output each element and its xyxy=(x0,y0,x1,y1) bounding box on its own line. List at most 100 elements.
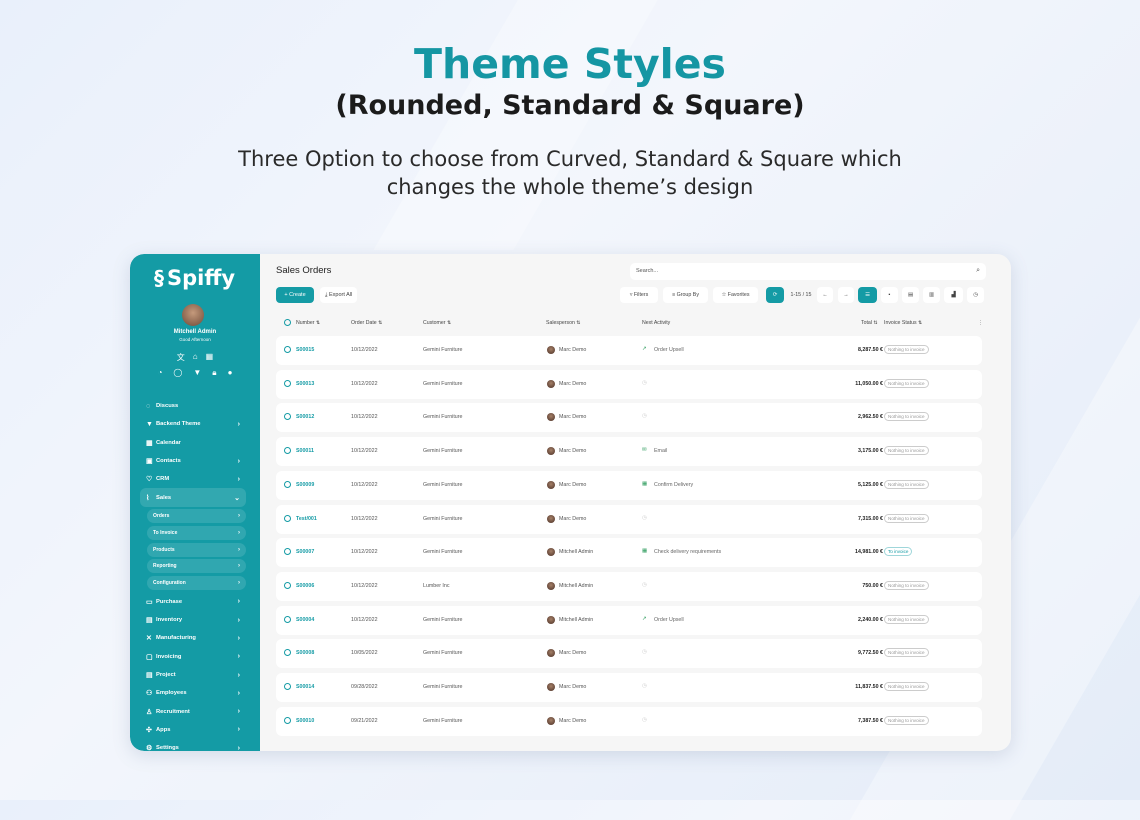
row-checkbox[interactable] xyxy=(284,716,291,724)
row-checkbox[interactable] xyxy=(284,581,291,589)
order-number[interactable]: S00013 xyxy=(296,380,315,387)
select-all-checkbox[interactable] xyxy=(284,319,291,326)
search-input[interactable]: Search... ⌕ xyxy=(630,263,986,280)
col-order-date[interactable]: Order Date ⇅ xyxy=(351,320,383,326)
sidebar-item-discuss[interactable]: ◌ Discuss xyxy=(140,397,246,415)
row-checkbox[interactable] xyxy=(284,548,291,556)
clock-icon[interactable]: ◷ xyxy=(642,683,647,689)
table-row[interactable]: S00015 10/12/2022 Gemini Furniture Marc … xyxy=(276,336,982,365)
table-row[interactable]: Test/001 10/12/2022 Gemini Furniture Mar… xyxy=(276,504,982,534)
row-checkbox[interactable] xyxy=(284,413,291,421)
brand-logo[interactable]: § Spiffy xyxy=(154,266,235,290)
list-view-button[interactable]: ☰ xyxy=(858,287,877,303)
sidebar-item-settings[interactable]: ⚙ Settings › xyxy=(140,739,246,751)
row-checkbox[interactable] xyxy=(284,683,291,690)
sidebar-item-project[interactable]: ▤ Project › xyxy=(140,666,246,684)
calendar-icon[interactable]: ▦ xyxy=(642,548,648,555)
row-checkbox[interactable] xyxy=(284,649,291,657)
calendar-view-button[interactable]: ▤ xyxy=(902,287,919,303)
trend-icon[interactable]: ↗ xyxy=(642,346,647,352)
sidebar-item-recruitment[interactable]: ♙ Recruitment › xyxy=(140,703,246,721)
sidebar-item-contacts[interactable]: ▣ Contacts › xyxy=(140,452,246,470)
table-row[interactable]: S00007 10/12/2022 Gemini Furniture Mitch… xyxy=(276,538,982,568)
pivot-view-button[interactable]: ▥ xyxy=(923,287,940,303)
table-row[interactable]: S00004 10/12/2022 Gemini Furniture Mitch… xyxy=(276,605,982,635)
sidebar-item-calendar[interactable]: ▦ Calendar xyxy=(140,434,246,452)
table-row[interactable]: S00013 10/12/2022 Gemini Furniture Marc … xyxy=(276,369,982,399)
sidebar-item-apps[interactable]: ✣ Apps › xyxy=(140,721,246,739)
table-row[interactable]: S00008 10/05/2022 Gemini Furniture Marc … xyxy=(276,639,982,669)
lock-icon[interactable]: 🔒︎ xyxy=(212,368,217,377)
activity-icon[interactable]: ◔ xyxy=(157,368,163,377)
language-icon[interactable]: 文 xyxy=(176,353,185,362)
row-checkbox[interactable] xyxy=(284,480,291,488)
avatar[interactable] xyxy=(182,304,204,326)
email-icon[interactable]: ✉ xyxy=(642,447,647,454)
col-salesperson[interactable]: Salesperson ⇅ xyxy=(546,320,581,326)
sidebar-item-purchase[interactable]: ▭ Purchase › xyxy=(140,593,246,611)
table-row[interactable]: S00011 10/12/2022 Gemini Furniture Marc … xyxy=(276,437,982,467)
search-icon[interactable]: ⌕ xyxy=(976,267,980,274)
graph-view-button[interactable]: ▟ xyxy=(944,287,963,303)
sidebar-item-inventory[interactable]: ▤ Inventory › xyxy=(140,611,246,629)
layout-icon[interactable]: ▦ xyxy=(205,352,214,361)
clock-icon[interactable]: ◷ xyxy=(642,649,647,656)
row-checkbox[interactable] xyxy=(284,346,291,353)
sidebar-item-invoicing[interactable]: ▢ Invoicing › xyxy=(140,648,246,666)
sidebar-item-manufacturing[interactable]: ✕ Manufacturing › xyxy=(140,629,246,647)
col-invoice-status[interactable]: Invoice Status ⇅ xyxy=(884,320,923,326)
messages-icon[interactable]: ◯ xyxy=(173,368,183,377)
row-checkbox[interactable] xyxy=(284,447,291,455)
trend-icon[interactable]: ↗ xyxy=(642,615,647,622)
calendar-icon[interactable]: ▦ xyxy=(642,480,648,487)
refresh-button[interactable]: ⟳ xyxy=(766,287,784,303)
col-total[interactable]: Total ⇅ xyxy=(861,320,878,326)
order-number[interactable]: S00009 xyxy=(296,481,315,488)
prev-page-button[interactable]: ← xyxy=(817,287,833,303)
col-customer[interactable]: Customer ⇅ xyxy=(423,320,452,326)
sidebar-item-backend-theme[interactable]: ▼ Backend Theme › xyxy=(140,415,246,433)
sidebar-item-crm[interactable]: ♡ CRM › xyxy=(140,470,246,488)
company-icon[interactable]: ⌂ xyxy=(192,352,198,361)
table-row[interactable]: S00012 10/12/2022 Gemini Furniture Marc … xyxy=(276,403,982,433)
order-number[interactable]: S00011 xyxy=(296,448,314,455)
favorites-button[interactable]: ☆ Favorites xyxy=(713,287,758,303)
table-row[interactable]: S00014 09/28/2022 Gemini Furniture Marc … xyxy=(276,673,982,702)
create-button[interactable]: + Create xyxy=(276,287,314,303)
sidebar-subitem[interactable]: To Invoice › xyxy=(147,525,246,540)
row-checkbox[interactable] xyxy=(284,615,291,623)
filters-button[interactable]: ▿ Filters xyxy=(620,287,658,303)
order-number[interactable]: S00014 xyxy=(296,684,315,690)
order-number[interactable]: S00015 xyxy=(296,347,315,353)
table-row[interactable]: S00010 09/21/2022 Gemini Furniture Marc … xyxy=(276,706,982,736)
sidebar-subitem[interactable]: Orders › xyxy=(147,509,246,524)
order-number[interactable]: Test/001 xyxy=(296,515,317,522)
clock-icon[interactable]: ◷ xyxy=(642,413,647,420)
kanban-view-button[interactable]: ▪ xyxy=(881,287,898,303)
order-number[interactable]: S00006 xyxy=(296,582,315,589)
order-number[interactable]: S00012 xyxy=(296,414,315,421)
clock-icon[interactable]: ◷ xyxy=(642,379,647,386)
sidebar-subitem[interactable]: Products › xyxy=(147,542,246,557)
row-checkbox[interactable] xyxy=(284,514,291,522)
sidebar-subitem[interactable]: Configuration › xyxy=(147,575,246,590)
sidebar-item-sales[interactable]: ⌇ Sales ⌄ xyxy=(140,488,246,507)
col-number[interactable]: Number ⇅ xyxy=(296,320,321,326)
sidebar-item-employees[interactable]: ⚇ Employees › xyxy=(140,684,246,702)
clock-icon[interactable]: ◷ xyxy=(642,514,647,521)
col-next-activity[interactable]: Next Activity xyxy=(642,320,671,326)
order-number[interactable]: S00007 xyxy=(296,549,315,556)
bulb-icon[interactable]: ● xyxy=(227,368,233,377)
order-number[interactable]: S00010 xyxy=(296,717,315,724)
row-checkbox[interactable] xyxy=(284,379,291,387)
column-options-icon[interactable]: ⋮ xyxy=(978,320,984,326)
order-number[interactable]: S00008 xyxy=(296,650,315,657)
clock-icon[interactable]: ◷ xyxy=(642,716,647,723)
order-number[interactable]: S00004 xyxy=(296,616,315,623)
next-page-button[interactable]: → xyxy=(838,287,854,303)
sidebar-subitem[interactable]: Reporting › xyxy=(147,559,246,574)
table-row[interactable]: S00006 10/12/2022 Lumber Inc Mitchell Ad… xyxy=(276,571,982,601)
activity-view-button[interactable]: ◷ xyxy=(967,287,984,303)
group-by-button[interactable]: ≡ Group By xyxy=(663,287,708,303)
table-row[interactable]: S00009 10/12/2022 Gemini Furniture Marc … xyxy=(276,470,982,500)
